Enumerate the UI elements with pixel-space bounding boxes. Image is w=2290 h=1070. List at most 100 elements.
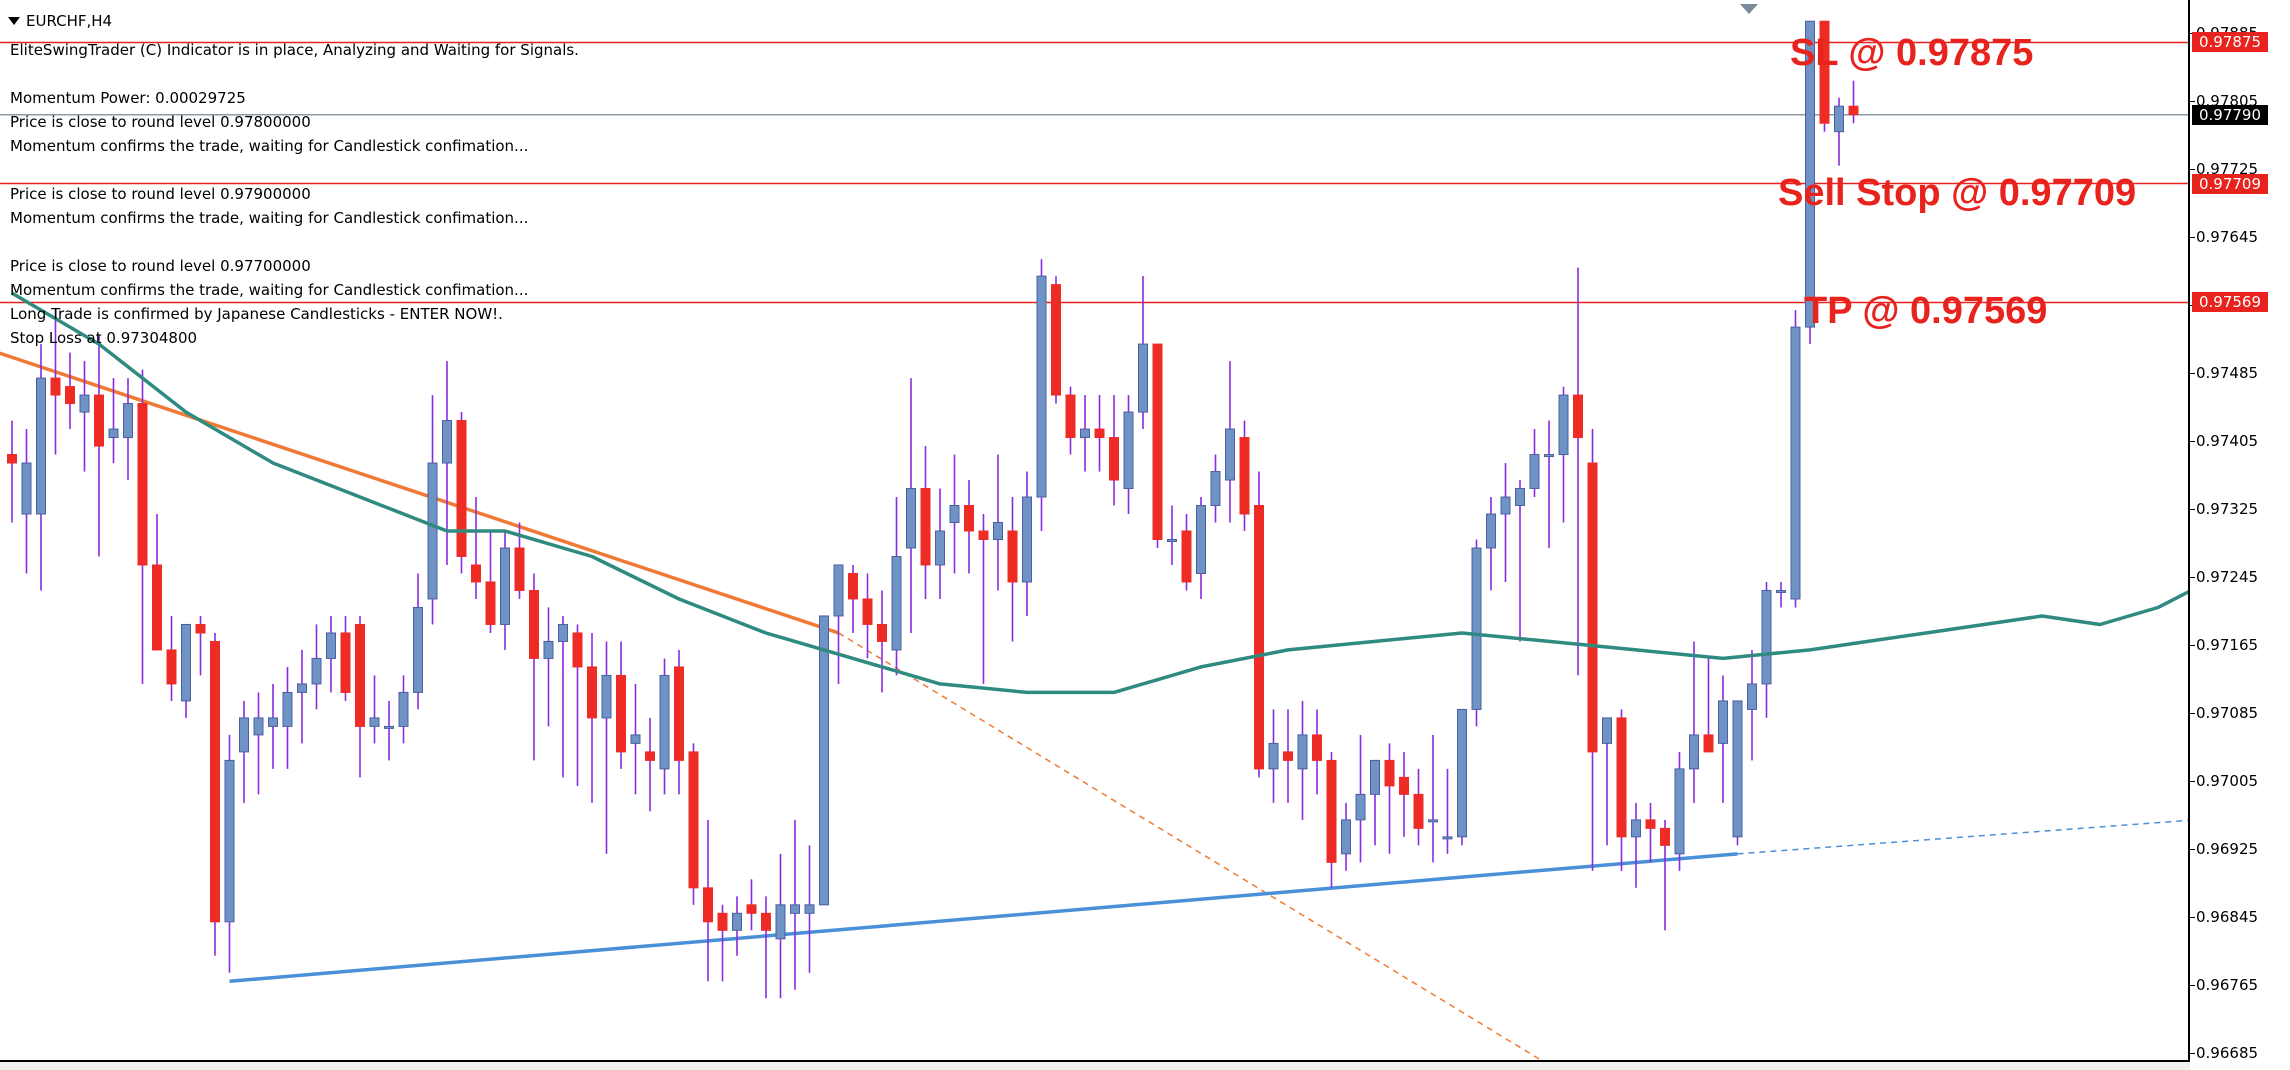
symbol-timeframe-label: EURCHF,H4 (26, 12, 113, 30)
bull-candle (601, 674, 612, 719)
bear-candle (456, 420, 467, 557)
bear-candle (587, 666, 597, 719)
bull-candle (1457, 708, 1467, 838)
bull-candle (1674, 768, 1685, 855)
price-tick-label: 0.97085 (2189, 703, 2259, 722)
bull-candle (1080, 428, 1090, 439)
bear-candle (1413, 793, 1424, 829)
bull-candle (1544, 454, 1554, 458)
bull-candle (36, 377, 46, 515)
price-tick-label: 0.97165 (2189, 635, 2259, 654)
bull-candle (775, 904, 786, 940)
indicator-info-panel: EliteSwingTrader (C) Indicator is in pla… (10, 38, 579, 350)
indicator-line: Momentum Power: 0.00029725 (10, 89, 246, 107)
bull-candle (500, 547, 510, 625)
bear-candle (964, 505, 974, 532)
bear-candle (340, 632, 351, 693)
bull-candle (630, 734, 641, 744)
bull-candle (1500, 496, 1511, 515)
bear-candle (572, 632, 583, 668)
sl-price-tag: 0.97875 (2192, 32, 2268, 53)
bull-candle (1210, 471, 1221, 507)
bull-candle (21, 462, 32, 515)
price-tick-label: 0.97725 (2189, 159, 2259, 178)
indicator-line: Momentum confirms the trade, waiting for… (10, 137, 529, 155)
bull-candle (1602, 717, 1612, 744)
bull-candle (369, 717, 380, 727)
bear-candle (1312, 734, 1322, 761)
sell-stop-label: Sell Stop @ 0.97709 (1778, 172, 2137, 214)
bear-candle (1399, 776, 1409, 795)
bull-candle (1718, 700, 1728, 744)
bear-candle (1254, 505, 1264, 770)
bull-candle (732, 912, 742, 931)
indicator-line: Price is close to round level 0.97800000 (10, 113, 311, 131)
bear-candle (1065, 394, 1076, 439)
bear-candle (862, 598, 873, 625)
symbol-header[interactable]: EURCHF,H4 (8, 12, 112, 30)
bull-candle (543, 640, 554, 659)
bear-candle (978, 530, 989, 540)
bear-candle (1660, 827, 1670, 846)
bear-candle (1152, 343, 1163, 540)
bull-candle (1776, 589, 1786, 593)
bull-candle (1138, 343, 1148, 413)
sell-stop-price-tag: 0.97709 (2192, 173, 2268, 194)
bull-candle (1196, 505, 1206, 574)
bull-candle (413, 606, 423, 693)
bull-candle (659, 674, 670, 770)
bull-candle (949, 505, 960, 524)
indicator-line (10, 230, 579, 254)
bear-candle (1587, 462, 1598, 753)
dropdown-triangle-icon[interactable] (8, 17, 20, 25)
bull-candle (123, 403, 133, 439)
bull-candle (1790, 326, 1801, 600)
bear-candle (848, 572, 858, 600)
bull-candle (1486, 513, 1496, 549)
bull-candle (181, 623, 191, 702)
bear-candle (166, 649, 177, 685)
bear-candle (761, 912, 771, 931)
bear-candle (1384, 759, 1395, 787)
chart-shift-marker-icon[interactable] (1740, 4, 1758, 14)
bull-candle (398, 691, 409, 727)
price-tick-label: 0.97405 (2189, 431, 2259, 450)
bear-candle (529, 589, 539, 659)
price-axis[interactable]: 0.979650.978850.978050.977250.976450.975… (2189, 0, 2290, 1070)
support-trendline (1737, 819, 2188, 855)
bull-candle (1022, 496, 1032, 583)
bull-candle (297, 683, 307, 693)
price-tick-label: 0.97485 (2189, 363, 2259, 382)
tp-price-tag: 0.97569 (2192, 292, 2268, 313)
bull-candle (1805, 20, 1815, 328)
bear-candle (7, 454, 17, 464)
indicator-line: Price is close to round level 0.97900000 (10, 185, 311, 203)
bull-candle (1689, 734, 1699, 770)
bear-candle (1094, 428, 1105, 439)
bear-candle (94, 394, 104, 447)
indicator-line: Stop Loss at 0.97304800 (10, 329, 198, 347)
bull-candle (558, 623, 568, 642)
price-tick-label: 0.97325 (2189, 499, 2259, 518)
indicator-line: Momentum confirms the trade, waiting for… (10, 281, 529, 299)
bull-candle (79, 394, 90, 413)
bear-candle (355, 623, 365, 727)
bear-candle (717, 912, 728, 931)
chart-plot-area[interactable]: EURCHF,H4 EliteSwingTrader (C) Indicator… (0, 0, 2190, 1062)
bear-candle (1283, 751, 1293, 761)
bull-candle (891, 555, 902, 651)
bull-candle (1225, 428, 1235, 481)
bull-candle (1036, 275, 1047, 498)
bear-candle (152, 564, 162, 651)
price-tick-label: 0.97645 (2189, 227, 2259, 246)
bull-candle (1558, 394, 1569, 456)
bear-candle (1181, 530, 1192, 583)
bull-candle (1370, 759, 1380, 795)
bull-candle (1631, 819, 1641, 838)
bear-candle (703, 887, 713, 923)
price-chart[interactable] (0, 0, 2190, 1062)
bear-candle (195, 623, 206, 634)
price-tick-label: 0.96685 (2189, 1043, 2259, 1062)
bull-candle (108, 428, 119, 439)
